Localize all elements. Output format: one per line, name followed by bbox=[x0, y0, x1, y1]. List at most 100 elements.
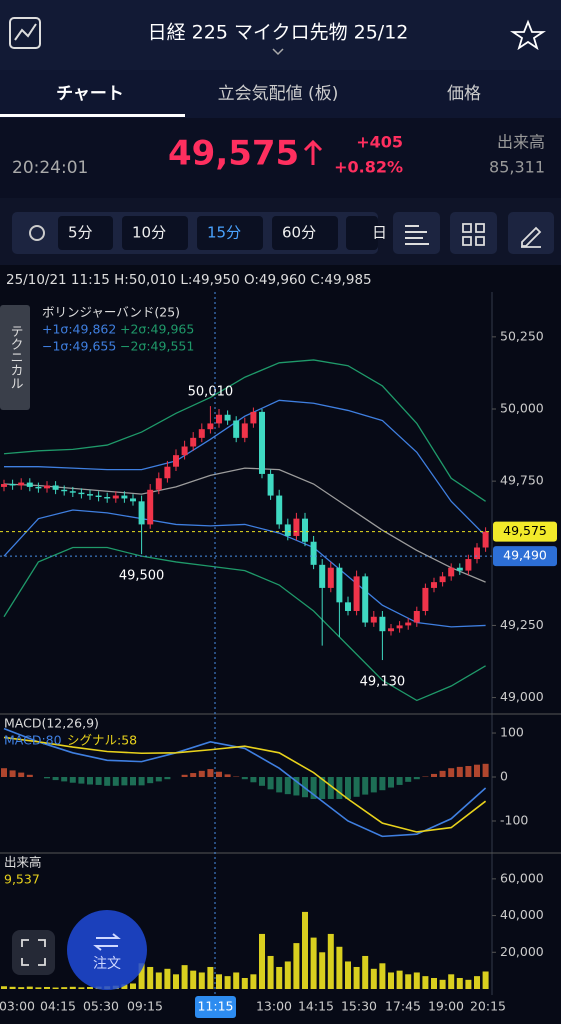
macd-histogram bbox=[52, 777, 59, 781]
volume-bar bbox=[448, 974, 455, 989]
candle-body bbox=[302, 518, 308, 542]
x-tick-label: 03:00 bbox=[0, 999, 35, 1014]
volume-bar bbox=[52, 987, 59, 989]
icon bbox=[521, 226, 542, 248]
volume-bar bbox=[259, 933, 265, 989]
candle-body bbox=[18, 482, 25, 486]
candle-body bbox=[147, 489, 154, 525]
chevron[interactable] bbox=[272, 48, 284, 56]
candle-body bbox=[216, 414, 222, 424]
candle-body bbox=[35, 486, 42, 489]
expand-button[interactable] bbox=[12, 930, 55, 975]
icon bbox=[405, 225, 429, 245]
interval-button[interactable] bbox=[197, 216, 263, 250]
interval-label: 15分 bbox=[207, 224, 241, 242]
volume-bar bbox=[439, 979, 446, 989]
macd-histogram bbox=[121, 777, 128, 786]
legend: MACD:80 bbox=[4, 733, 62, 748]
header bbox=[0, 0, 561, 70]
macd-histogram bbox=[448, 768, 455, 778]
chart-icon-line bbox=[14, 23, 37, 41]
quote-price: 49,575 bbox=[168, 134, 299, 174]
interval-button[interactable] bbox=[272, 216, 338, 250]
candle-body bbox=[448, 567, 455, 577]
volume-bar bbox=[181, 965, 188, 989]
legend: シグナル:58 bbox=[67, 733, 137, 748]
price-annotation: 49,130 bbox=[360, 675, 406, 690]
tab[interactable]: チャート bbox=[56, 84, 124, 104]
macd-histogram bbox=[293, 777, 300, 796]
macd-histogram bbox=[138, 777, 145, 786]
settings-icon[interactable] bbox=[29, 225, 45, 241]
volume-bar bbox=[267, 955, 274, 989]
volume-bar bbox=[121, 984, 128, 989]
candle-body bbox=[95, 495, 102, 498]
macd-histogram bbox=[431, 773, 437, 778]
order-button[interactable] bbox=[67, 910, 147, 990]
volume-bar bbox=[69, 986, 76, 989]
macd-histogram bbox=[405, 777, 412, 782]
macd-histogram bbox=[370, 777, 377, 793]
layout-button[interactable] bbox=[450, 212, 497, 254]
chart-icon[interactable] bbox=[9, 17, 41, 49]
volume-bar bbox=[319, 952, 326, 989]
macd-histogram bbox=[250, 777, 257, 783]
volume-bar bbox=[413, 972, 420, 989]
volume-bar bbox=[370, 968, 377, 989]
title: 日経 225 マイクロ先物 25/12 bbox=[148, 22, 409, 44]
volume-bar bbox=[482, 971, 489, 989]
y-tick-label: -100 bbox=[500, 812, 528, 827]
candle-body bbox=[241, 423, 248, 438]
candle-body bbox=[190, 437, 197, 447]
volume-bar bbox=[465, 979, 472, 989]
interval-button[interactable] bbox=[122, 216, 188, 250]
interval-button[interactable] bbox=[58, 216, 113, 250]
y-tick-label: 0 bbox=[500, 769, 508, 784]
quote-time: 20:24:01 bbox=[12, 158, 88, 178]
volume-bar bbox=[474, 976, 480, 989]
tab[interactable]: 立会気配値 (板) bbox=[218, 84, 339, 104]
x-tick-label: 19:00 bbox=[428, 999, 464, 1014]
interval-button[interactable] bbox=[346, 216, 378, 250]
volume-current: 9,537 bbox=[4, 872, 40, 887]
macd-histogram bbox=[241, 777, 248, 780]
macd-histogram bbox=[69, 777, 76, 783]
volume-bar bbox=[388, 972, 394, 989]
candle-body bbox=[482, 531, 489, 548]
candle-body bbox=[345, 602, 351, 611]
macd-histogram bbox=[456, 766, 463, 778]
volume-bar bbox=[336, 946, 343, 989]
macd-histogram bbox=[319, 777, 326, 799]
volume-bar bbox=[61, 987, 68, 989]
price-annotation: 50,010 bbox=[188, 385, 234, 400]
volume-bar bbox=[26, 986, 33, 989]
candle-body bbox=[267, 473, 274, 496]
volume-bar bbox=[87, 986, 93, 989]
tab-bar bbox=[0, 70, 561, 118]
candle-body bbox=[474, 547, 480, 560]
candle-body bbox=[9, 484, 16, 486]
volume-bar bbox=[78, 987, 85, 989]
macd-histogram bbox=[95, 777, 102, 785]
tab[interactable]: 価格 bbox=[447, 84, 481, 104]
volume-bar bbox=[155, 972, 162, 989]
candle-body bbox=[87, 494, 93, 496]
side-tab[interactable] bbox=[0, 305, 30, 410]
candle-body bbox=[52, 485, 59, 490]
crosshair-price: 49,490 bbox=[503, 548, 547, 563]
volume-bar bbox=[310, 937, 317, 989]
side-tab-label: テクニカル bbox=[8, 325, 23, 390]
interval-label: 60分 bbox=[282, 224, 316, 242]
macd-histogram bbox=[190, 773, 197, 778]
macd-histogram bbox=[345, 777, 351, 799]
interval-label: 5分 bbox=[68, 224, 93, 242]
volume-bar bbox=[207, 966, 214, 989]
volume-bar bbox=[190, 970, 197, 989]
candle-body bbox=[233, 420, 240, 438]
macd-histogram bbox=[104, 777, 111, 786]
candle-body bbox=[155, 478, 162, 490]
favorite-icon[interactable] bbox=[510, 19, 546, 51]
macd-histogram bbox=[353, 777, 360, 797]
volume-bar bbox=[18, 987, 25, 989]
indicator-line bbox=[3, 359, 486, 502]
